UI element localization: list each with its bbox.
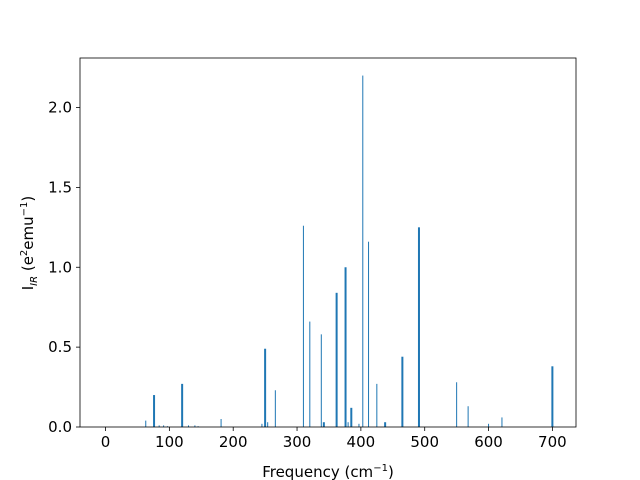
x-tick-label: 100 xyxy=(155,433,184,451)
y-tick-label: 2.0 xyxy=(48,99,72,117)
bar-376 xyxy=(344,267,347,427)
bar-342 xyxy=(322,422,325,427)
bar-425 xyxy=(376,383,378,427)
bar-181 xyxy=(220,419,222,427)
x-axis-label-close: ) xyxy=(388,463,394,480)
x-axis-label-text: Frequency (cm xyxy=(262,463,373,480)
bar-621 xyxy=(501,417,503,427)
bar-266 xyxy=(274,390,276,427)
bar-412 xyxy=(368,241,370,427)
bar-310 xyxy=(302,225,304,427)
bar-385 xyxy=(350,407,353,427)
bar-380 xyxy=(347,422,349,427)
plot-frame xyxy=(79,57,577,428)
y-axis-label-mid: emu xyxy=(19,216,37,249)
bar-403 xyxy=(362,75,364,427)
x-tick-label: 0 xyxy=(101,433,111,451)
y-axis-label-open: (e xyxy=(19,256,37,276)
x-tick-label: 500 xyxy=(410,433,439,451)
x-axis-ticks: 0 100 200 300 400 500 600 700 xyxy=(101,427,567,451)
bar-568 xyxy=(467,406,469,427)
x-tick-label: 400 xyxy=(347,433,376,451)
bar-700 xyxy=(551,366,554,427)
bar-245 xyxy=(261,423,263,427)
y-axis-label-sup2: −1 xyxy=(19,202,30,217)
bar-465 xyxy=(401,356,404,427)
bar-362 xyxy=(335,292,338,427)
bar-338 xyxy=(320,334,322,427)
bar-320 xyxy=(309,321,311,427)
y-axis-label-sup1: 2 xyxy=(19,250,30,256)
y-axis-label-sub: IR xyxy=(29,276,40,286)
bar-91 xyxy=(163,425,165,427)
x-tick-label: 200 xyxy=(219,433,248,451)
bar-254 xyxy=(267,422,269,427)
bar-550 xyxy=(456,382,458,427)
y-axis-label-base: I xyxy=(19,286,37,290)
y-tick-label: 0.0 xyxy=(48,418,72,436)
bar-600 xyxy=(488,423,490,427)
x-tick-label: 700 xyxy=(538,433,567,451)
y-tick-label: 1.0 xyxy=(48,258,72,276)
bar-438 xyxy=(384,422,387,427)
x-axis-label-sup: −1 xyxy=(373,463,388,474)
bars-group xyxy=(145,75,554,427)
y-tick-label: 1.5 xyxy=(48,178,72,196)
y-tick-label: 0.5 xyxy=(48,338,72,356)
bar-84 xyxy=(158,425,160,427)
bar-397 xyxy=(358,423,360,427)
x-tick-label: 300 xyxy=(283,433,312,451)
bar-120 xyxy=(181,383,184,427)
y-axis-ticks: 0.0 0.5 1.0 1.5 2.0 xyxy=(48,99,80,436)
y-axis-label: IIR (e2emu−1) xyxy=(19,196,40,291)
bar-140 xyxy=(194,425,196,427)
x-axis-label: Frequency (cm−1) xyxy=(262,463,394,480)
bar-130 xyxy=(188,425,190,427)
bar-63 xyxy=(145,420,147,427)
y-axis-label-close: ) xyxy=(19,196,37,202)
bar-491 xyxy=(417,227,420,427)
bar-76 xyxy=(153,395,156,427)
x-tick-label: 600 xyxy=(474,433,503,451)
bar-250 xyxy=(264,348,267,427)
